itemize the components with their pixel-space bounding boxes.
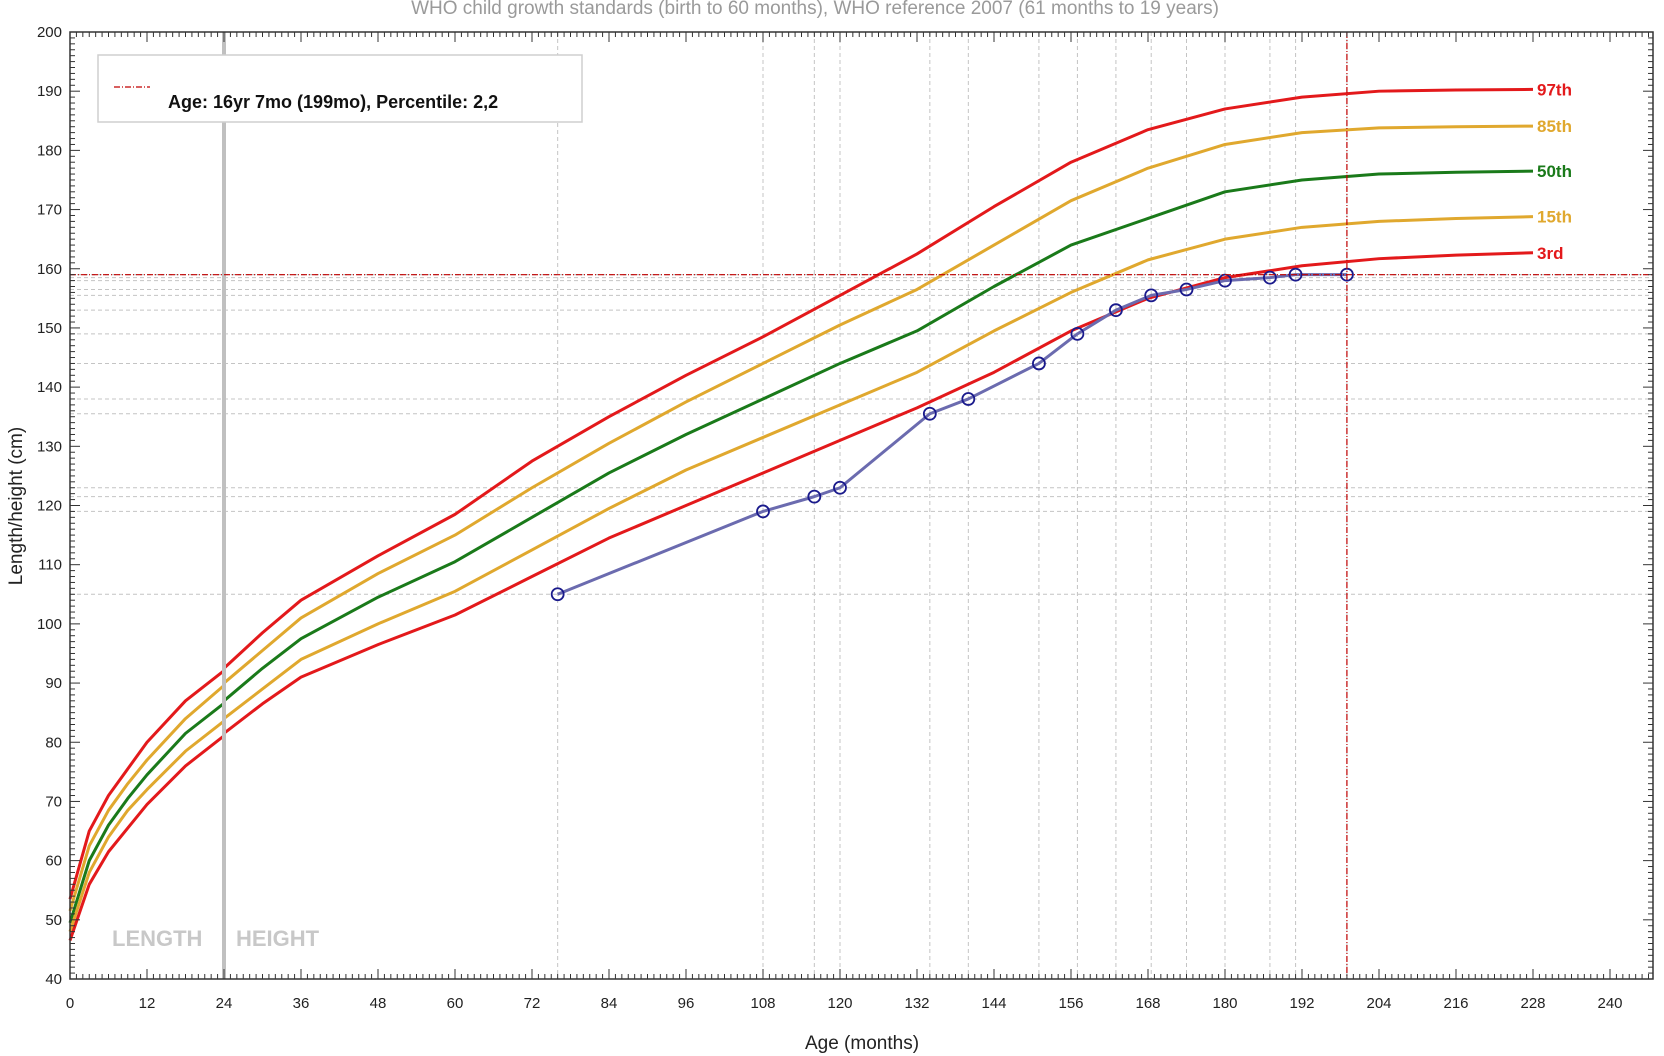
patient-series [550, 267, 1354, 602]
x-tick-label: 96 [678, 995, 695, 1012]
patient-point [1070, 326, 1085, 341]
y-tick-label: 110 [38, 557, 62, 574]
x-tick-label: 144 [981, 995, 1006, 1012]
x-tick-label: 48 [370, 995, 387, 1012]
percentile-curve-50th [68, 702, 225, 924]
percentile-curve-50th [223, 169, 1534, 702]
x-tick-label: 168 [1135, 995, 1160, 1012]
y-tick-label: 170 [37, 202, 62, 219]
tick-labels: 0 12 24 36 48 60 72 84 96 108 120 132 144 156 168 180 19… [37, 24, 1623, 1012]
x-tick-label: 108 [750, 995, 775, 1012]
chart-title: WHO child growth standards (birth to 60 … [411, 0, 1219, 19]
percentile-curve-85th [68, 684, 225, 912]
percentile-curve-97th [222, 87, 1534, 670]
y-tick-label: 160 [37, 261, 62, 278]
x-tick-label: 216 [1443, 995, 1468, 1012]
patient-point [833, 480, 847, 495]
legend: Age: 16yr 7mo (199mo), Percentile: 2,2 [97, 54, 583, 123]
y-tick-label: 100 [37, 616, 62, 633]
patient-point [961, 392, 976, 406]
y-tick-label: 80 [45, 734, 62, 751]
percentile-curve-3rd [68, 735, 225, 942]
patient-point [807, 489, 822, 504]
y-tick-label: 50 [45, 912, 62, 929]
x-axis-label: Age (months) [805, 1033, 919, 1054]
percentile-label-50th: 50th [1537, 162, 1572, 181]
x-tick-label: 156 [1058, 995, 1083, 1012]
patient-point [1032, 356, 1046, 371]
x-tick-label: 240 [1597, 995, 1622, 1012]
percentile-curve-3rd [223, 251, 1534, 735]
x-tick-label: 120 [827, 995, 852, 1012]
y-tick-label: 200 [37, 24, 62, 41]
y-tick-label: 40 [45, 971, 62, 988]
x-tick-label: 36 [293, 995, 310, 1012]
current-value-lines [70, 32, 1653, 979]
y-axis-label: Length/height (cm) [6, 427, 27, 585]
y-tick-label: 180 [37, 142, 62, 159]
y-tick-label: 120 [37, 498, 62, 515]
patient-point [1144, 288, 1159, 303]
x-tick-label: 192 [1289, 995, 1314, 1012]
patient-line [557, 273, 1347, 596]
patient-point [1109, 303, 1123, 318]
x-tick-label: 60 [447, 995, 464, 1012]
legend-text: Age: 16yr 7mo (199mo), Percentile: 2,2 [168, 92, 498, 112]
length-mode-label: LENGTH [112, 926, 202, 951]
percentile-curve-97th [68, 670, 225, 900]
x-tick-label: 72 [524, 995, 541, 1012]
percentile-curve-15th [223, 215, 1534, 720]
patient-point [1288, 267, 1303, 282]
percentile-label-3rd: 3rd [1537, 244, 1563, 263]
x-tick-label: 12 [139, 995, 156, 1012]
percentile-curve-15th [68, 720, 225, 933]
x-tick-label: 228 [1520, 995, 1545, 1012]
patient-point [922, 406, 937, 421]
axis-ticks [69, 31, 1653, 980]
patient-point [756, 504, 770, 519]
x-tick-label: 132 [904, 995, 929, 1012]
y-tick-label: 90 [45, 675, 62, 692]
x-tick-label: 204 [1366, 995, 1391, 1012]
height-mode-label: HEIGHT [236, 926, 320, 951]
gridlines [70, 32, 1653, 979]
percentile-label-97th: 97th [1537, 80, 1572, 99]
percentile-label-15th: 15th [1537, 208, 1572, 227]
x-tick-label: 24 [216, 995, 233, 1012]
x-tick-label: 0 [66, 995, 74, 1012]
patient-point [1263, 270, 1277, 285]
x-tick-label: 180 [1212, 995, 1237, 1012]
y-tick-label: 60 [45, 853, 62, 870]
patient-point [1179, 282, 1194, 297]
percentile-curve-85th [223, 124, 1534, 685]
y-tick-label: 130 [37, 438, 62, 455]
percentile-label-85th: 85th [1537, 117, 1572, 136]
percentile-labels: 97th 85th 50th 15th 3rd [1537, 80, 1572, 262]
y-tick-label: 190 [37, 83, 62, 100]
y-tick-label: 70 [45, 793, 62, 810]
legend-box [97, 54, 583, 123]
x-tick-label: 84 [601, 995, 618, 1012]
y-tick-label: 150 [37, 320, 62, 337]
patient-point [550, 587, 565, 602]
y-tick-label: 140 [37, 379, 62, 396]
percentile-curves [68, 87, 1534, 942]
